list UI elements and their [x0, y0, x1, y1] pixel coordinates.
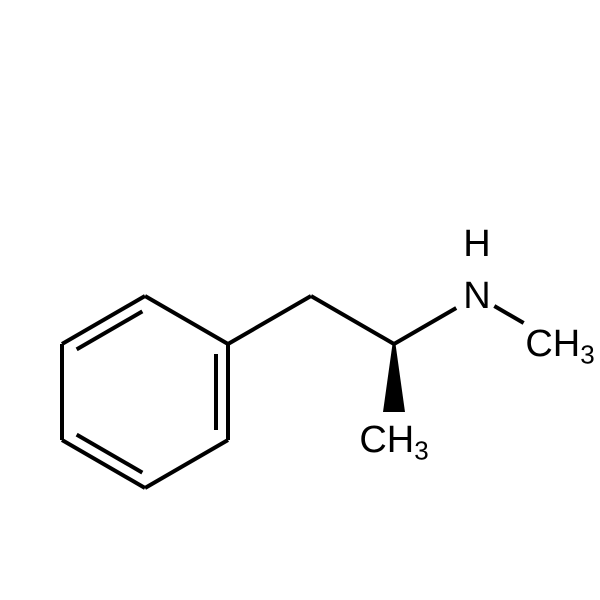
stereo-wedge [383, 344, 405, 412]
atom-label-ch3a: CH3 [359, 419, 428, 466]
atom-label-h: H [463, 223, 490, 265]
atom-label-ch3b: CH3 [525, 323, 594, 370]
molecule-diagram: NH CH3 CH3 [0, 0, 600, 600]
atom-label-n: N [463, 275, 490, 317]
